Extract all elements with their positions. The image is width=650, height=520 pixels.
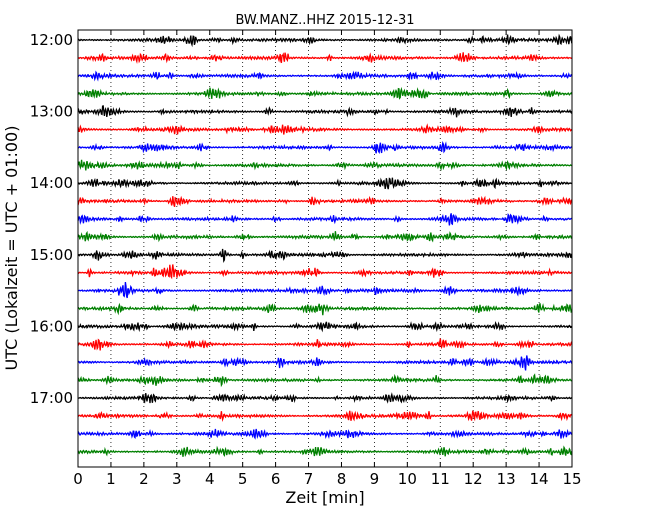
y-tick-label: 13:00 <box>30 103 73 121</box>
trace-line <box>77 281 573 299</box>
trace-line <box>77 248 573 264</box>
plot-frame <box>77 29 573 468</box>
x-tick-label: 0 <box>73 470 83 488</box>
trace-line <box>77 302 573 316</box>
seismogram-traces <box>77 33 573 458</box>
x-axis: 0 1 2 3 4 5 6 7 8 9 10 11 12 13 14 15 <box>73 30 582 488</box>
x-axis-label: Zeit [min] <box>285 488 364 507</box>
x-tick-label: 4 <box>205 470 215 488</box>
trace-line <box>77 373 573 388</box>
trace-line <box>77 230 573 243</box>
trace-line <box>77 33 573 48</box>
y-tick-label: 17:00 <box>30 389 73 407</box>
trace-line <box>77 177 572 190</box>
y-tick-label: 15:00 <box>30 246 73 264</box>
trace-line <box>77 445 573 458</box>
y-tick-label: 16:00 <box>30 317 73 335</box>
x-tick-label: 11 <box>431 470 450 488</box>
trace-line <box>77 355 573 371</box>
trace-line <box>77 410 573 422</box>
x-tick-label: 14 <box>530 470 549 488</box>
trace-line <box>77 338 573 351</box>
x-tick-label: 2 <box>139 470 149 488</box>
trace-line <box>77 86 573 100</box>
trace-line <box>77 123 573 135</box>
trace-line <box>77 321 573 333</box>
y-axis-label: UTC (Lokalzeit = UTC + 01:00) <box>2 126 21 371</box>
x-tick-label: 15 <box>562 470 581 488</box>
trace-line <box>77 159 573 172</box>
x-tick-label: 13 <box>497 470 516 488</box>
x-tick-label: 9 <box>370 470 380 488</box>
y-axis: 12:00 13:00 14:00 15:00 16:00 17:00 <box>30 31 572 407</box>
y-tick-label: 12:00 <box>30 31 73 49</box>
x-tick-label: 7 <box>304 470 314 488</box>
trace-line <box>77 52 573 64</box>
chart-title: BW.MANZ..HHZ 2015-12-31 <box>235 13 414 28</box>
x-tick-label: 1 <box>106 470 116 488</box>
grid-lines <box>110 30 540 467</box>
y-tick-label: 14:00 <box>30 174 73 192</box>
trace-line <box>77 70 572 82</box>
x-tick-label: 8 <box>337 470 347 488</box>
trace-line <box>77 264 573 280</box>
trace-line <box>77 392 573 404</box>
trace-line <box>77 213 573 226</box>
trace-line <box>77 195 573 208</box>
x-tick-label: 3 <box>172 470 182 488</box>
trace-line <box>77 140 572 154</box>
x-tick-label: 12 <box>464 470 483 488</box>
x-tick-label: 10 <box>398 470 417 488</box>
trace-line <box>77 428 573 440</box>
x-tick-label: 5 <box>238 470 248 488</box>
x-tick-label: 6 <box>271 470 281 488</box>
trace-line <box>77 105 573 118</box>
